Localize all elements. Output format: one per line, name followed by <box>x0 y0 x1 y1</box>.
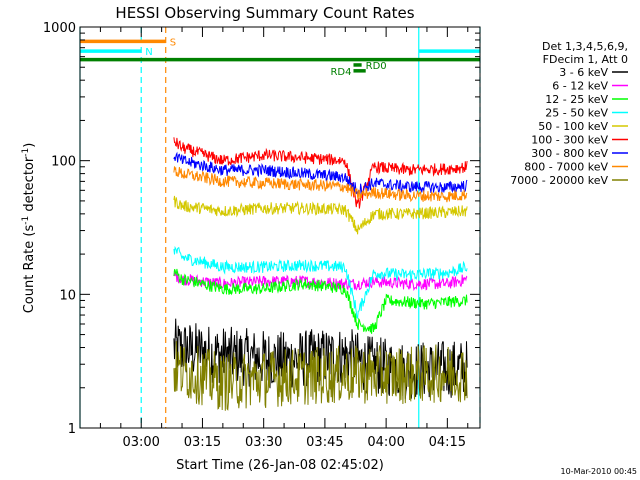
legend-label-0: 3 - 6 keV <box>559 66 608 79</box>
y-axis-label-sup1: -1 <box>21 216 31 225</box>
y-axis-label-sup2: -1 <box>21 148 31 157</box>
legend-label-8: 7000 - 20000 keV <box>510 174 608 187</box>
axes: 1 10 100 1000 03:00 03:15 03:30 03:45 04:00 04:15 <box>43 21 481 450</box>
y-tick-label-1: 10 <box>59 288 76 303</box>
legend-label-1: 6 - 12 keV <box>552 80 608 93</box>
series-line-4 <box>173 195 468 235</box>
legend-header-1: FDecim 1, Att 0 <box>543 53 628 66</box>
series-line-8 <box>173 341 468 411</box>
legend-label-5: 100 - 300 keV <box>531 134 608 147</box>
y-tick-label-3: 1000 <box>43 21 76 36</box>
y-axis-label-main: Count Rate (s <box>22 225 37 314</box>
x-tick-label-2: 03:30 <box>245 435 282 450</box>
plot-frame <box>79 26 481 429</box>
series-line-2 <box>173 268 468 334</box>
x-tick-label-4: 04:00 <box>367 435 404 450</box>
y-axis-label-mid: detector <box>22 156 37 216</box>
series-line-1 <box>173 270 468 292</box>
legend-label-6: 300 - 800 keV <box>531 147 608 160</box>
legend-label-7: 800 - 7000 keV <box>524 161 608 174</box>
series-line-6 <box>173 151 468 196</box>
x-tick-label-1: 03:15 <box>184 435 221 450</box>
flag-label-4: RD0 <box>366 61 387 72</box>
y-axis-label: Count Rate (s-1 detector-1) <box>21 143 37 314</box>
x-tick-label-5: 04:15 <box>429 435 466 450</box>
legend-header-0: Det 1,3,4,5,6,9, <box>542 40 628 53</box>
flag-label-0: S <box>170 37 176 48</box>
y-tick-label-0: 1 <box>68 422 76 437</box>
footer-timestamp: 10-Mar-2010 00:45 <box>561 467 638 476</box>
series-line-5 <box>173 137 468 209</box>
flag-label-5: RD4 <box>330 67 351 78</box>
x-axis-label: Start Time (26-Jan-08 02:45:02) <box>176 458 384 473</box>
y-tick-label-2: 100 <box>51 155 76 170</box>
series-line-7 <box>173 166 468 203</box>
series-lines <box>173 137 468 411</box>
flag-bars: S N RD0 RD4 <box>80 37 480 78</box>
flag-label-1: N <box>145 47 152 58</box>
chart-title: HESSI Observing Summary Count Rates <box>115 4 414 22</box>
y-axis-label-end: ) <box>22 143 37 148</box>
series-line-3 <box>173 245 468 320</box>
legend-label-3: 25 - 50 keV <box>545 107 608 120</box>
x-tick-label-0: 03:00 <box>122 435 159 450</box>
legend-label-4: 50 - 100 keV <box>538 120 608 133</box>
x-tick-label-3: 03:45 <box>306 435 343 450</box>
legend: Det 1,3,4,5,6,9,FDecim 1, Att 03 - 6 keV… <box>510 40 628 187</box>
legend-label-2: 12 - 25 keV <box>545 93 608 106</box>
